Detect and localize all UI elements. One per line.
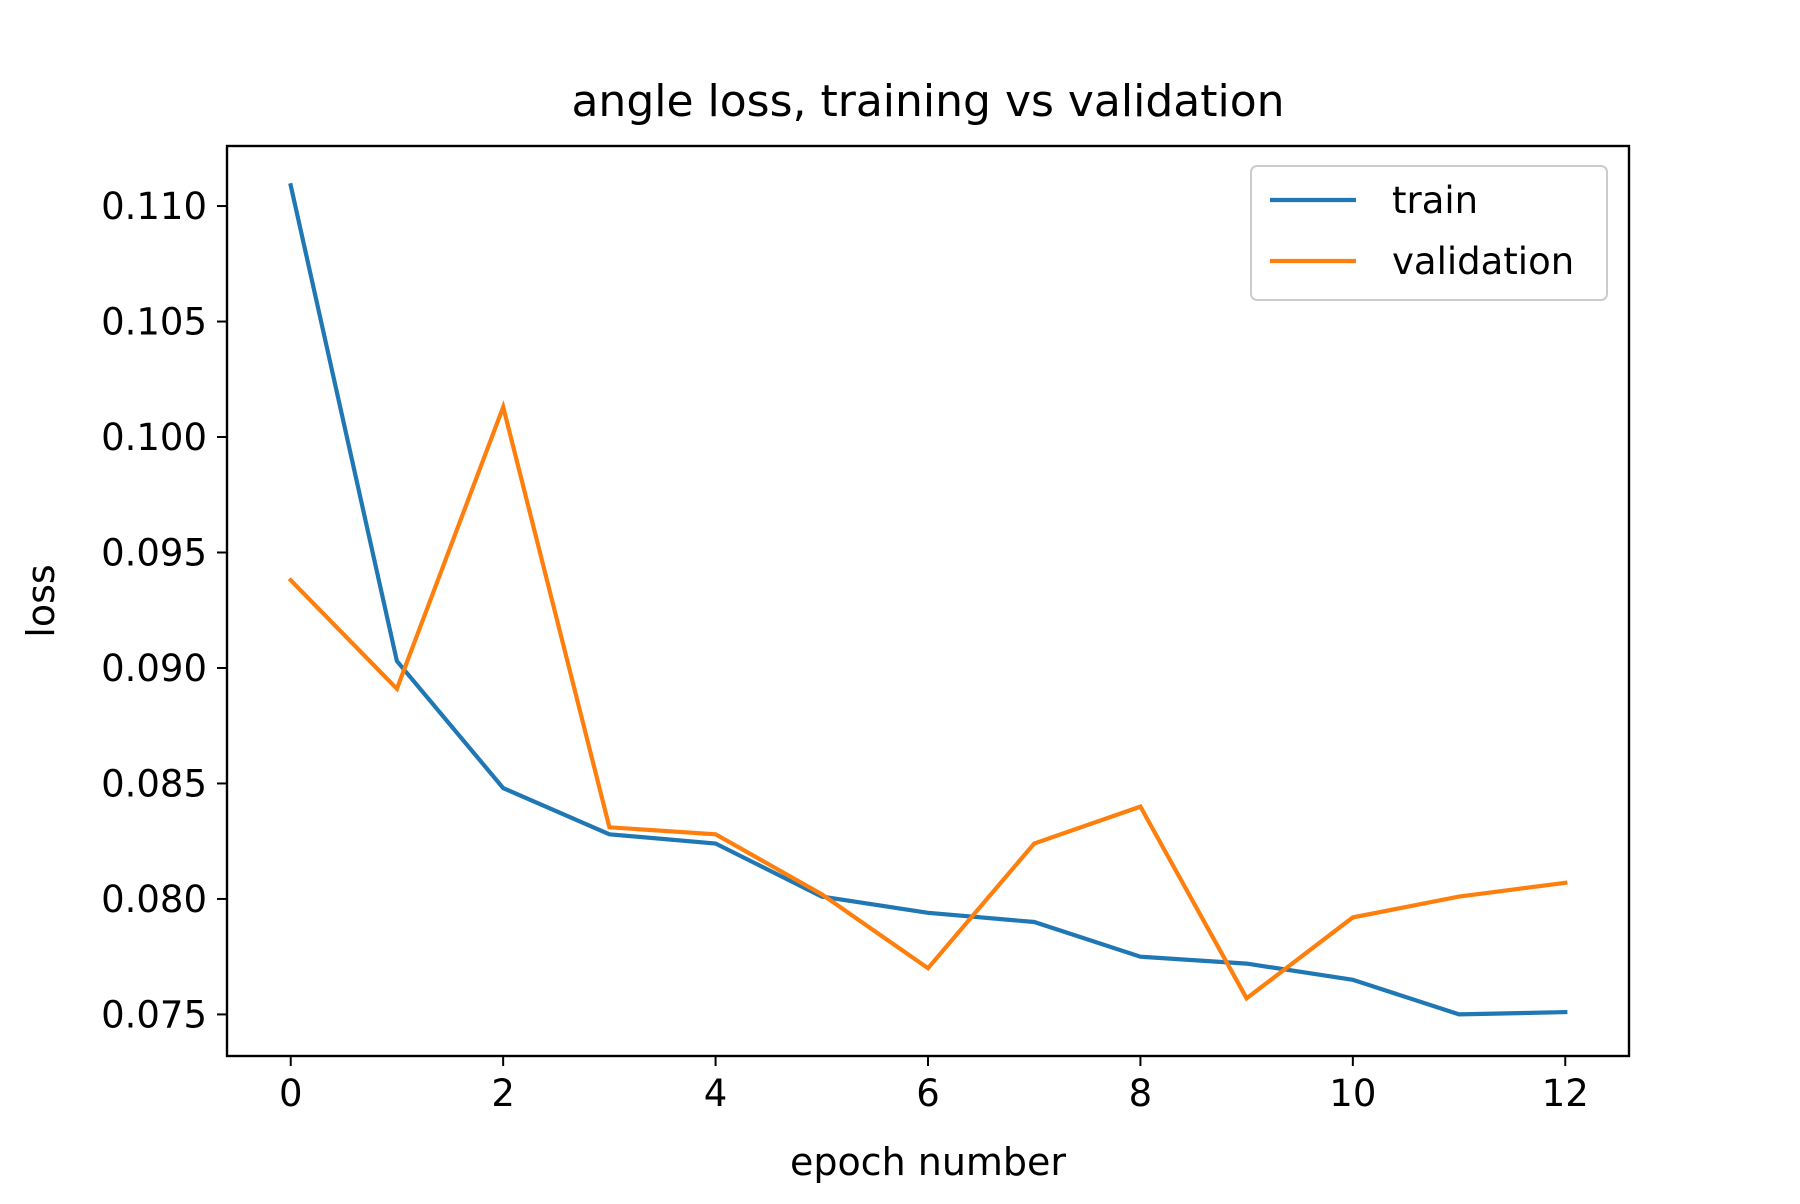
x-tick-label: 12 (1542, 1072, 1589, 1115)
y-tick-label: 0.080 (101, 878, 207, 921)
x-tick-label: 2 (491, 1072, 515, 1115)
y-tick-label: 0.110 (101, 185, 207, 228)
y-tick-label: 0.095 (101, 531, 207, 574)
x-tick-label: 0 (279, 1072, 303, 1115)
y-tick-label: 0.085 (101, 762, 207, 805)
y-tick-label: 0.100 (101, 416, 207, 459)
x-tick-label: 6 (916, 1072, 940, 1115)
legend-entries: train validation (1270, 179, 1574, 283)
y-tick-label: 0.075 (101, 993, 207, 1036)
legend: train validation (1250, 165, 1608, 301)
y-axis-ticks: 0.075 0.080 0.085 0.090 0.095 0.100 0.105 0.110 (101, 185, 227, 1036)
chart-title: angle loss, training vs validation (571, 76, 1284, 127)
x-axis-ticks: 0 2 4 6 8 10 12 (279, 1056, 1589, 1115)
legend-label-validation: validation (1392, 240, 1574, 283)
x-tick-label: 10 (1329, 1072, 1376, 1115)
x-axis-label: epoch number (790, 1140, 1066, 1184)
y-axis-label: loss (19, 564, 63, 637)
y-tick-label: 0.090 (101, 647, 207, 690)
x-tick-label: 4 (704, 1072, 728, 1115)
series-line-train (288, 182, 1568, 1017)
series-lines (287, 182, 1568, 1017)
x-tick-label: 8 (1129, 1072, 1153, 1115)
legend-label-train: train (1392, 179, 1478, 222)
y-tick-label: 0.105 (101, 301, 207, 344)
plot-frame (225, 144, 1631, 1058)
series-line-validation (287, 399, 1568, 1002)
